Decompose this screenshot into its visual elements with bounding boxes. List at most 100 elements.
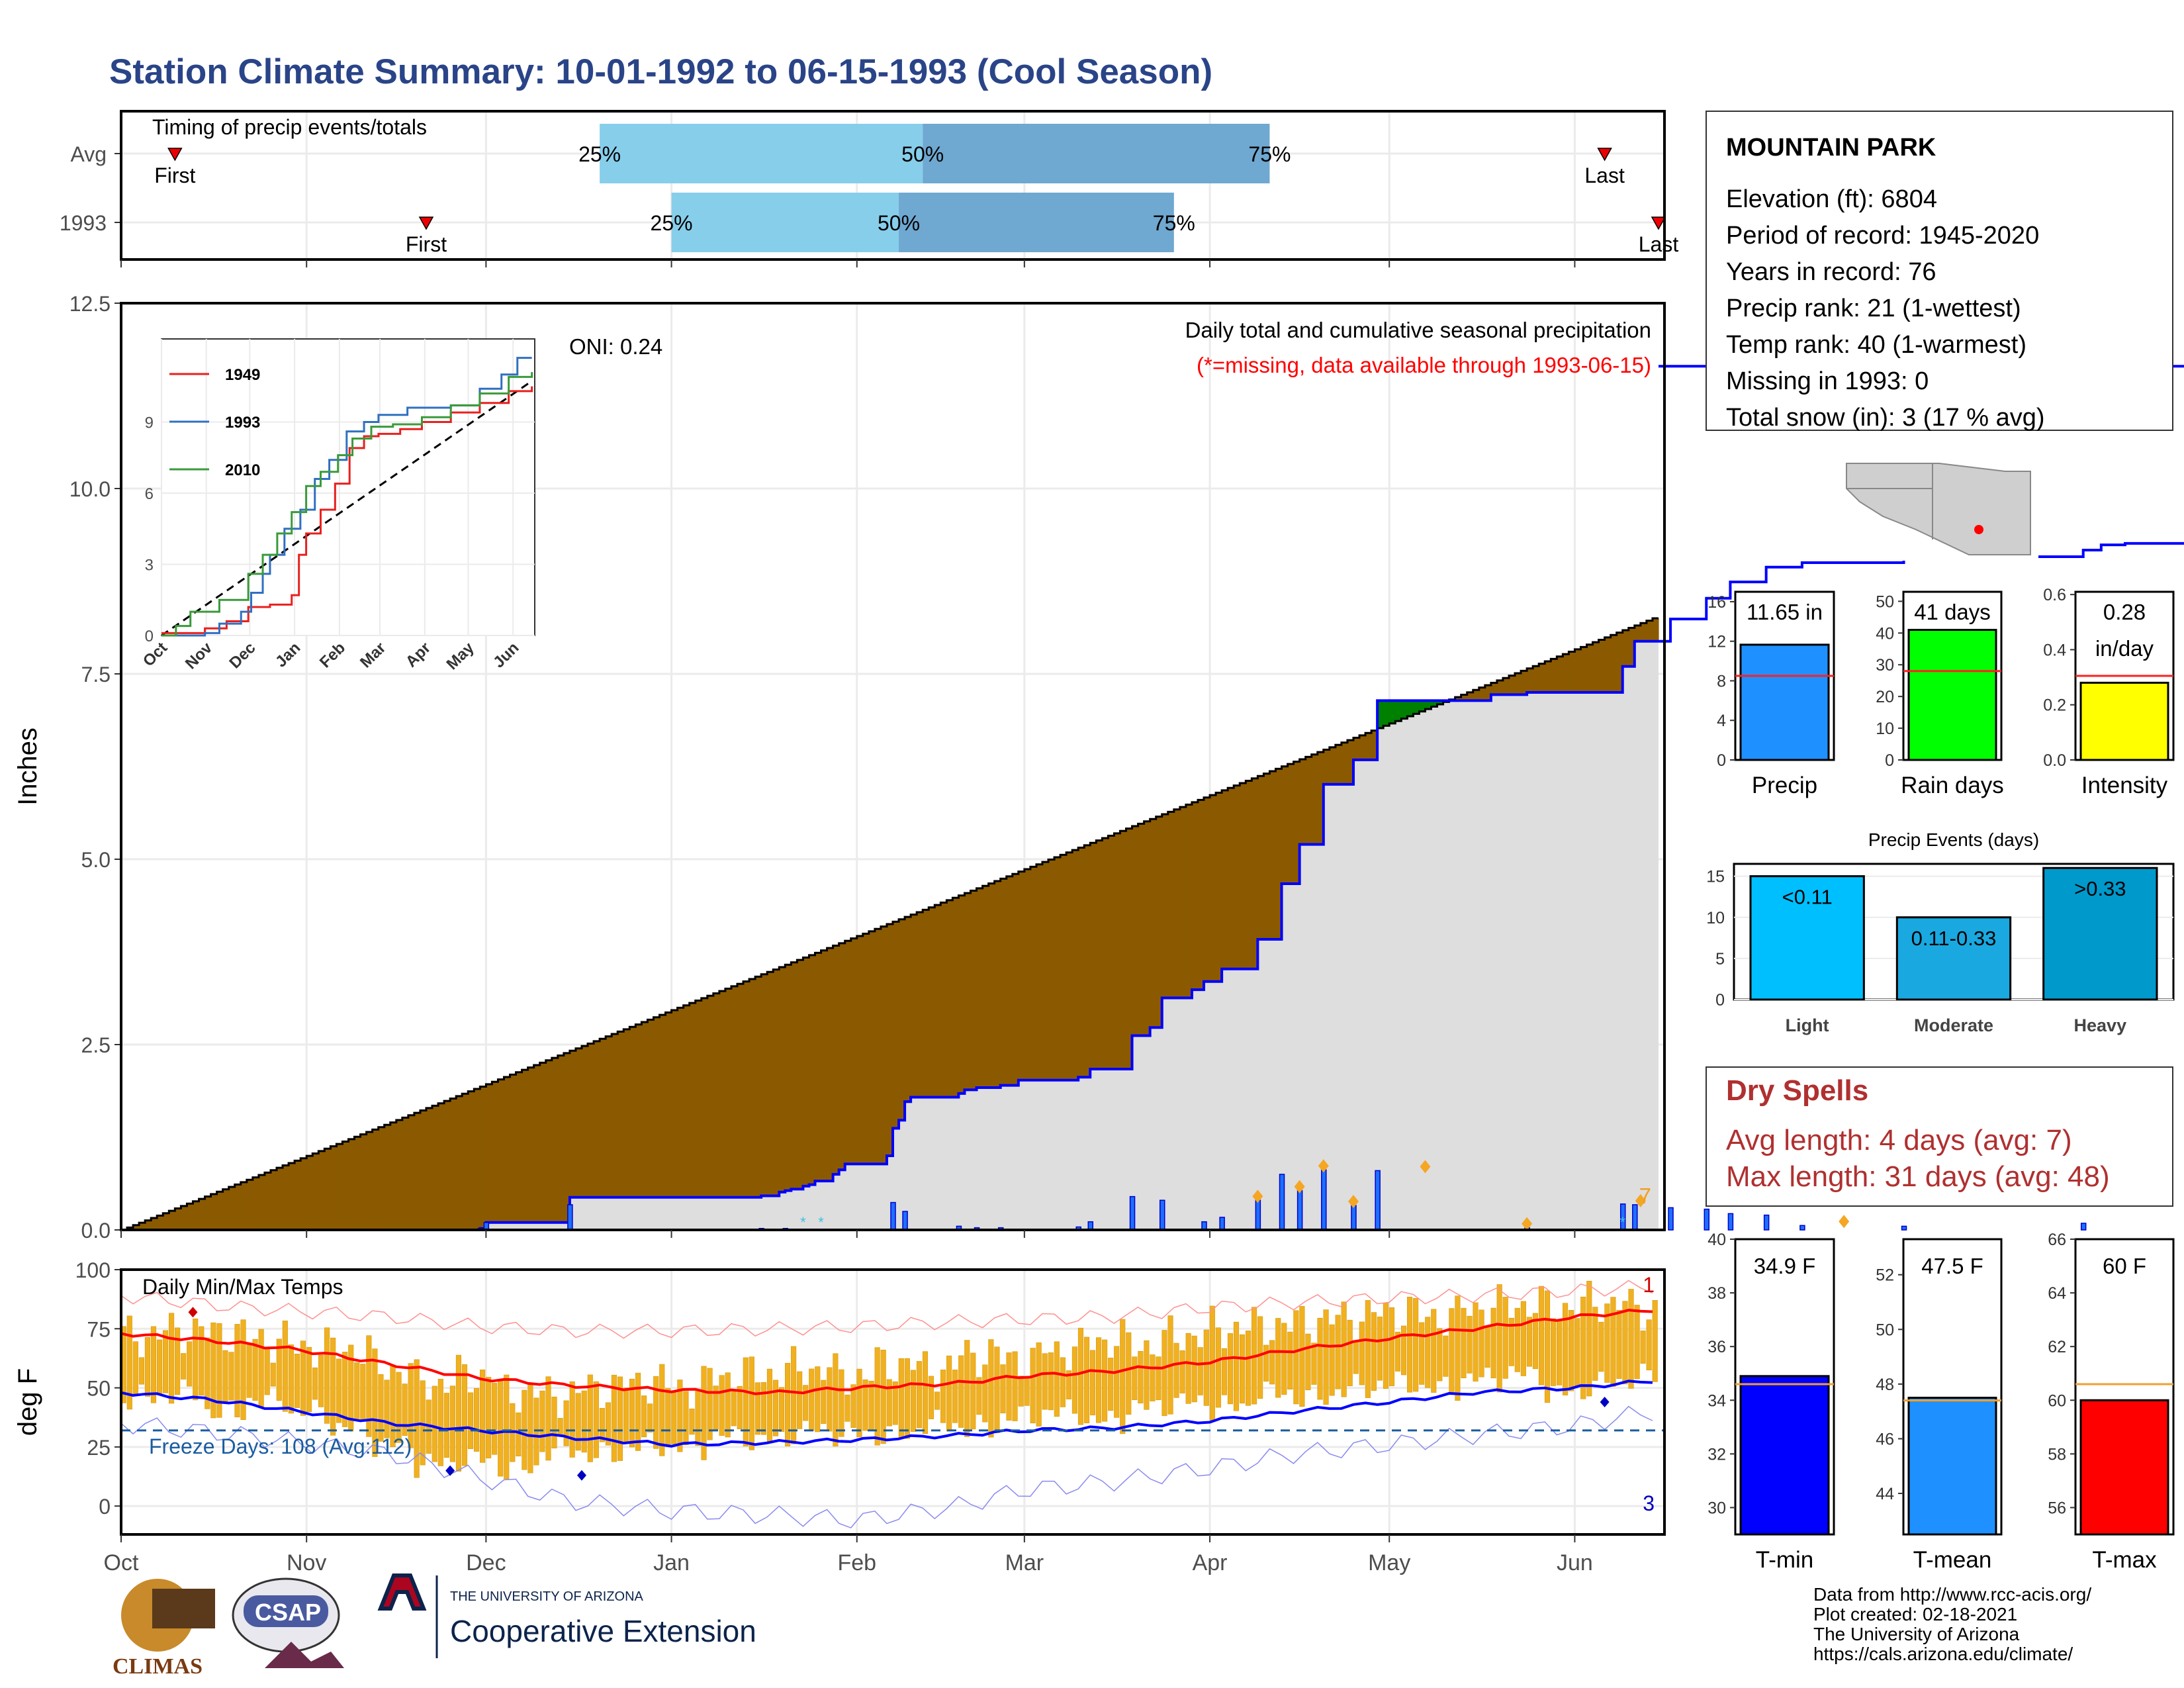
daily-temp-bar [713,1385,719,1430]
daily-temp-bar [486,1377,492,1458]
below-normal-area [874,929,882,1164]
daily-temp-bar [1281,1323,1287,1395]
daily-temp-bar [785,1362,791,1446]
below-normal-area [1204,797,1210,982]
daily-temp-bar [1628,1289,1634,1389]
below-normal-area [1269,771,1277,939]
temp-frame [120,1268,1666,1536]
record-max-line [120,1280,1653,1339]
daily-record-marker [1294,1180,1305,1194]
daily-temp-bar [766,1368,773,1443]
below-normal-area [1066,852,1073,1080]
below-normal-area [444,1101,451,1230]
daily-temp-bar [737,1385,743,1430]
t-min-y-tick-label: 38 [1707,1284,1726,1303]
rain-days-y-tick-label: 0 [1885,751,1894,770]
below-normal-area [588,1043,594,1197]
record-high-marker [188,1307,198,1318]
daily-temp-bar [276,1338,282,1401]
daily-temp-bar [294,1354,300,1408]
normal-max-line [120,1309,1653,1395]
timing-p50-label: 50% [878,211,920,235]
daily-temp-bar [1257,1316,1263,1399]
daily-temp-bar [653,1376,659,1449]
precip-events-y-tick-label: 10 [1706,909,1725,927]
daily-temp-bar [1383,1303,1389,1389]
daily-temp-bar [492,1383,498,1455]
below-normal-area [1592,642,1600,692]
below-normal-area [844,941,852,1164]
daily-temp-bar [270,1362,276,1387]
below-normal-area [917,912,923,1098]
daily-temp-bar [605,1402,611,1446]
below-normal-area [420,1110,427,1230]
inset-y-tick-label: 0 [145,628,154,645]
below-normal-area [653,1017,660,1197]
below-normal-area [1126,828,1133,1069]
below-normal-area [1610,635,1617,692]
precip-events-bar-label: <0.11 [1782,886,1833,909]
timing-p75-label: 75% [1248,142,1291,166]
below-normal-area [390,1122,397,1230]
daily-temp-bar [587,1374,593,1462]
daily-temp-bar [498,1379,504,1477]
first-event-marker [167,148,183,162]
daily-temp-bar [175,1327,181,1395]
daily-temps-panel: 0 25 50 75 100 Daily Min/Max Temps Freeze Days… [13,1258,1666,1575]
below-normal-area [815,953,822,1182]
precip-y-tick-label: 7.5 [81,663,111,686]
below-normal-area [438,1103,445,1230]
daily-temp-bar [1083,1336,1090,1424]
dry-spells-avg-length: Avg length: 4 days (avg: 7) [1726,1124,2072,1156]
daily-precip-bar [1159,1199,1165,1231]
temp-title: Daily Min/Max Temps [142,1275,343,1299]
t-mean-y-tick-label: 46 [1876,1430,1894,1448]
daily-temp-bar [1185,1333,1191,1404]
credit-url: https://cals.arizona.edu/climate/ [1813,1644,2073,1664]
daily-temp-bar [437,1379,443,1466]
below-normal-area [1054,857,1061,1080]
daily-temp-bar [946,1355,952,1432]
daily-temp-bar [1054,1341,1060,1417]
inset-y-tick-label: 9 [145,414,154,432]
temp-corner-bottom: 3 [1643,1491,1655,1515]
daily-temp-bar [1508,1317,1514,1366]
daily-temp-bar [414,1359,420,1478]
below-normal-area [360,1134,367,1230]
daily-temp-bar [1347,1319,1353,1387]
daily-temp-bar [1413,1298,1419,1392]
daily-temp-bar [844,1394,850,1422]
daily-temp-bar [1640,1331,1646,1364]
rain-days-value-label: 41 days [1914,600,1991,624]
daily-temp-bar [1006,1352,1012,1421]
below-normal-area [982,886,989,1088]
below-normal-area [1263,773,1271,939]
daily-temp-bar [264,1348,270,1395]
below-normal-area [1317,752,1324,845]
below-normal-area [1251,778,1258,969]
below-normal-area [1335,745,1342,784]
daily-temp-bar [1449,1308,1455,1393]
below-normal-area [1473,690,1480,701]
daily-temp-bar [701,1366,707,1460]
below-normal-area [755,976,762,1197]
daily-precip-bar [902,1211,908,1231]
intensity-value-label-2: in/day [2095,636,2154,661]
daily-precip-bar [567,1204,573,1231]
daily-temp-bar [306,1346,312,1412]
above-normal-area [1407,700,1414,716]
daily-temp-bar [1269,1340,1275,1385]
below-normal-area [222,1189,230,1230]
daily-temp-bar [1467,1315,1473,1374]
daily-temp-bar [815,1366,821,1432]
below-normal-area [893,921,899,1129]
below-normal-area [1072,850,1079,1080]
below-normal-area [964,893,972,1090]
below-normal-area [1275,769,1283,939]
below-normal-area [252,1177,259,1230]
below-normal-area [994,881,1001,1088]
daily-temp-bar [641,1395,647,1438]
precip-y-tick-label: 2.5 [81,1033,111,1057]
daily-temp-bar [617,1376,623,1461]
